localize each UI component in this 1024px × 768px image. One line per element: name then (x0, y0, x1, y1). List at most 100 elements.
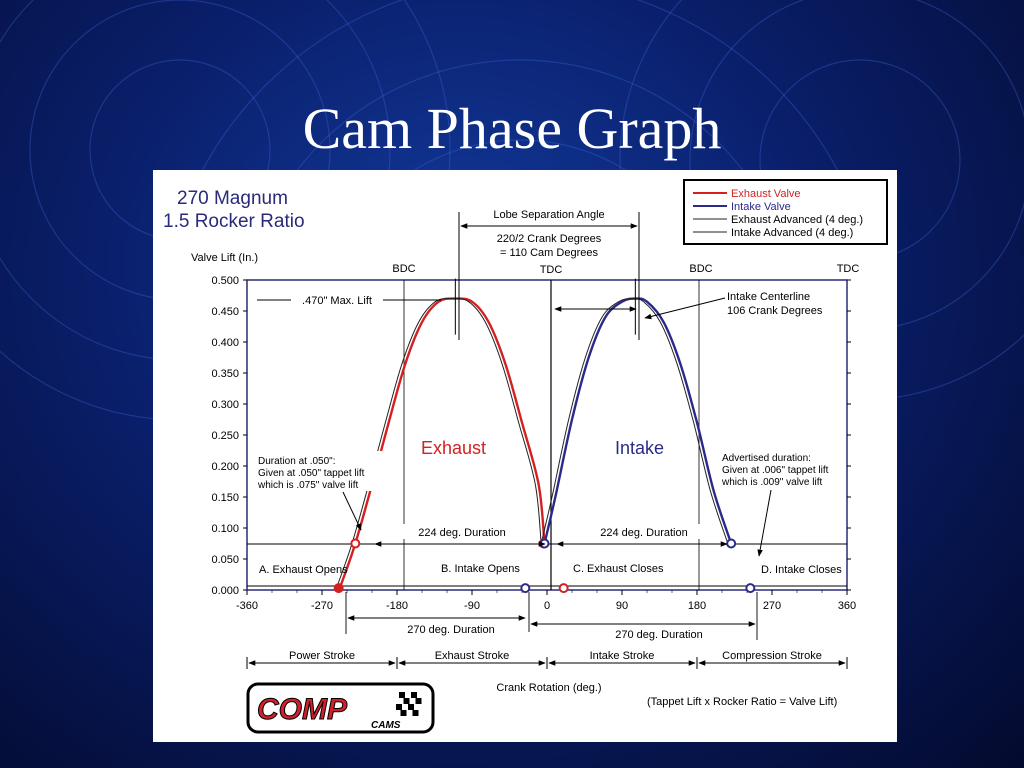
y-tick-label: 0.400 (211, 337, 239, 349)
stroke-label-bg (279, 649, 365, 661)
max-lift-label-bg (291, 292, 383, 308)
y-axis-ticks: 0.000 0.050 0.100 0.150 0.200 0.250 0.300 0.350… (211, 275, 851, 597)
intake-centerline-leader (644, 297, 726, 320)
exhaust-050-open-point (350, 538, 361, 549)
stroke-label: Compression Stroke (722, 650, 822, 662)
adv-line-2: Given at .006" tappet lift (722, 465, 829, 476)
stroke-label: Exhaust Stroke (435, 650, 510, 662)
logo-cams-text: CAMS (371, 720, 401, 731)
cam-phase-chart: 270 Magnum 1.5 Rocker Ratio Valve Lift (… (163, 179, 888, 734)
slide-title: Cam Phase Graph (302, 96, 722, 161)
dur224-int-bg (585, 524, 703, 539)
adv-leader (757, 489, 772, 557)
x-tick-label: -180 (386, 600, 408, 612)
dur050-line-3: which is .075" valve lift (257, 480, 358, 491)
intake-050-close-point (726, 538, 737, 549)
stroke-label-bg (576, 649, 668, 661)
intake-centerline-2: 106 Crank Degrees (727, 305, 823, 317)
max-lift-label: .470" Max. Lift (302, 295, 372, 307)
dur050-line-1: Duration at .050": (258, 456, 336, 467)
y-tick-label: 0.450 (211, 306, 239, 318)
dur224-exh-label: 224 deg. Duration (418, 527, 505, 539)
checker-flag-icon (396, 692, 422, 716)
x-tick-label: 270 (763, 600, 781, 612)
adv-label-bg (718, 449, 846, 489)
stroke-label: Power Stroke (289, 650, 355, 662)
lobe-calc-2: = 110 Cam Degrees (500, 247, 598, 259)
legend-intake-adv: Intake Advanced (4 deg.) (731, 227, 853, 239)
dur050-line-2: Given at .050" tappet lift (258, 468, 365, 479)
checker-square (400, 710, 407, 716)
legend: Exhaust Valve Intake Valve Exhaust Advan… (683, 179, 888, 245)
comp-cams-logo: COMP CAMS (246, 682, 435, 734)
x-tick-label: -90 (464, 600, 480, 612)
intake-advanced-line (540, 298, 729, 544)
stroke-bands: Power Stroke Exhaust Stroke Intake Stroke C… (246, 649, 848, 669)
stroke-label: Intake Stroke (590, 650, 655, 662)
y-tick-label: 0.000 (211, 585, 239, 597)
dur050-leader (342, 491, 362, 531)
y-tick-label: 0.150 (211, 492, 239, 504)
dur270-exh-label: 270 deg. Duration (407, 624, 494, 636)
y-tick-label: 0.500 (211, 275, 239, 287)
dur270-int-label: 270 deg. Duration (615, 629, 702, 641)
checker-square (403, 698, 410, 704)
checker-square (396, 704, 402, 710)
x-tick-label: 360 (838, 600, 856, 612)
logo-comp-text: COMP (257, 693, 348, 726)
exhaust-close-point (558, 583, 569, 594)
intake-centerline-1: Intake Centerline (727, 291, 810, 303)
lobe-sep-label: Lobe Separation Angle (493, 209, 604, 221)
exhaust-open-point (333, 583, 344, 594)
y-tick-label: 0.200 (211, 461, 239, 473)
y-tick-label: 0.050 (211, 554, 239, 566)
x-axis-ticks: -360 -270 -180 -90 0 90 180 270 360 (236, 590, 856, 612)
chart-panel: 270 Magnum 1.5 Rocker Ratio Valve Lift (… (153, 170, 897, 742)
y-tick-label: 0.350 (211, 368, 239, 380)
top-marker-bdc-2: BDC (689, 263, 712, 275)
dur224-exh-bg (403, 524, 521, 539)
legend-box (683, 179, 888, 245)
x-tick-label: -360 (236, 600, 258, 612)
top-marker-tdc-1: TDC (540, 264, 563, 276)
stroke-label-bg (710, 649, 834, 661)
legend-exhaust: Exhaust Valve (731, 188, 801, 200)
x-tick-label: 90 (616, 600, 628, 612)
exhaust-curve-label: Exhaust (421, 438, 486, 458)
checker-square (415, 698, 422, 704)
event-c-label: C. Exhaust Closes (573, 563, 664, 575)
lobe-calc-1: 220/2 Crank Degrees (497, 233, 602, 245)
checker-square (399, 692, 405, 698)
intake-close-point (745, 583, 756, 594)
y-tick-label: 0.300 (211, 399, 239, 411)
event-a-label: A. Exhaust Opens (259, 564, 348, 576)
top-marker-tdc-2: TDC (837, 263, 860, 275)
legend-exhaust-adv: Exhaust Advanced (4 deg.) (731, 214, 863, 226)
intake-valve-line (543, 297, 733, 544)
x-axis-label: Crank Rotation (deg.) (496, 682, 601, 694)
adv-line-1: Advertised duration: (722, 453, 811, 464)
intake-curve-label: Intake (615, 438, 664, 458)
chart-subtitle: 1.5 Rocker Ratio (163, 211, 305, 232)
x-tick-label: -270 (311, 600, 333, 612)
y-axis-label: Valve Lift (In.) (191, 252, 258, 264)
intake-open-point (520, 583, 531, 594)
x-tick-label: 180 (688, 600, 706, 612)
x-tick-label: 0 (544, 600, 550, 612)
top-marker-bdc-1: BDC (392, 263, 415, 275)
chart-title: 270 Magnum (177, 188, 288, 209)
legend-intake: Intake Valve (731, 201, 791, 213)
event-b-label: B. Intake Opens (441, 563, 520, 575)
dur224-int-label: 224 deg. Duration (600, 527, 687, 539)
checker-square (408, 704, 414, 710)
event-d-label: D. Intake Closes (761, 564, 842, 576)
logo-frame (246, 682, 435, 734)
dur050-label-bg (253, 451, 385, 491)
y-tick-label: 0.100 (211, 523, 239, 535)
valve-curves (333, 278, 756, 594)
stroke-label-bg (423, 649, 521, 661)
formula-label: (Tappet Lift x Rocker Ratio = Valve Lift… (647, 696, 837, 708)
checker-square (412, 710, 419, 716)
checker-square (411, 692, 417, 698)
y-tick-label: 0.250 (211, 430, 239, 442)
